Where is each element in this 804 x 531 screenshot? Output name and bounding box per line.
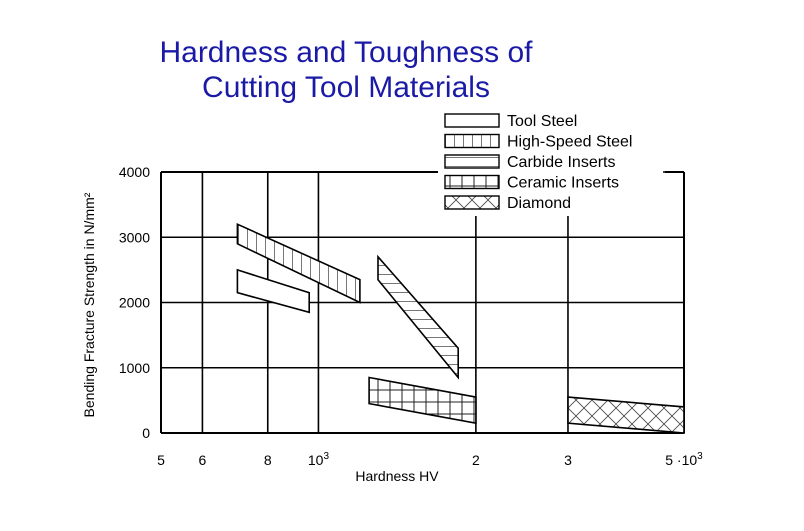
legend-swatch-ceramic-inserts xyxy=(444,174,500,190)
region-tool-steel xyxy=(236,268,311,314)
y-tick-label: 0 xyxy=(142,425,150,441)
x-tick-label: 2 xyxy=(472,452,480,468)
x-tick-label: 5 xyxy=(157,452,165,468)
legend-swatch-diamond xyxy=(444,195,500,210)
x-tick-label: 103 xyxy=(308,451,330,468)
x-axis-label: Hardness HV xyxy=(355,468,439,484)
legend-label-tool-steel: Tool Steel xyxy=(507,113,577,130)
x-tick-label: 8 xyxy=(264,452,272,468)
x-tick-label: 3 xyxy=(564,452,572,468)
legend-swatch-carbide-inserts xyxy=(444,154,500,169)
region-carbide-inserts xyxy=(377,254,460,380)
region-ceramic-inserts xyxy=(368,376,477,425)
legend-label-ceramic-inserts: Ceramic Inserts xyxy=(507,175,619,192)
legend-swatch-high-speed-steel xyxy=(444,133,500,149)
y-tick-label: 4000 xyxy=(119,164,150,180)
x-tick-label: 6 xyxy=(199,452,207,468)
y-tick-labels: 0 1000 2000 3000 4000 xyxy=(119,164,150,441)
region-diamond xyxy=(567,396,685,434)
data-regions xyxy=(236,222,685,434)
x-tick-label: 5 ·103 xyxy=(665,451,703,468)
chart-title-line-1: Hardness and Toughness of xyxy=(159,36,533,69)
legend-label-carbide-inserts: Carbide Inserts xyxy=(507,154,616,171)
legend: Tool Steel High-Speed Steel Carbide Insert… xyxy=(438,108,663,216)
legend-label-high-speed-steel: High-Speed Steel xyxy=(507,134,632,151)
y-tick-label: 2000 xyxy=(119,295,150,311)
plot-frame xyxy=(160,171,685,434)
legend-swatch-tool-steel xyxy=(444,113,500,128)
region-high-speed-steel xyxy=(236,222,361,304)
x-tick-labels: 5 6 8 103 2 3 5 ·103 xyxy=(157,451,703,468)
legend-label-diamond: Diamond xyxy=(507,195,571,212)
y-tick-label: 3000 xyxy=(119,229,150,245)
y-tick-label: 1000 xyxy=(119,360,150,376)
chart-title-line-2: Cutting Tool Materials xyxy=(202,71,490,104)
y-axis-label: Bending Fracture Strength in N/mm² xyxy=(81,192,97,417)
